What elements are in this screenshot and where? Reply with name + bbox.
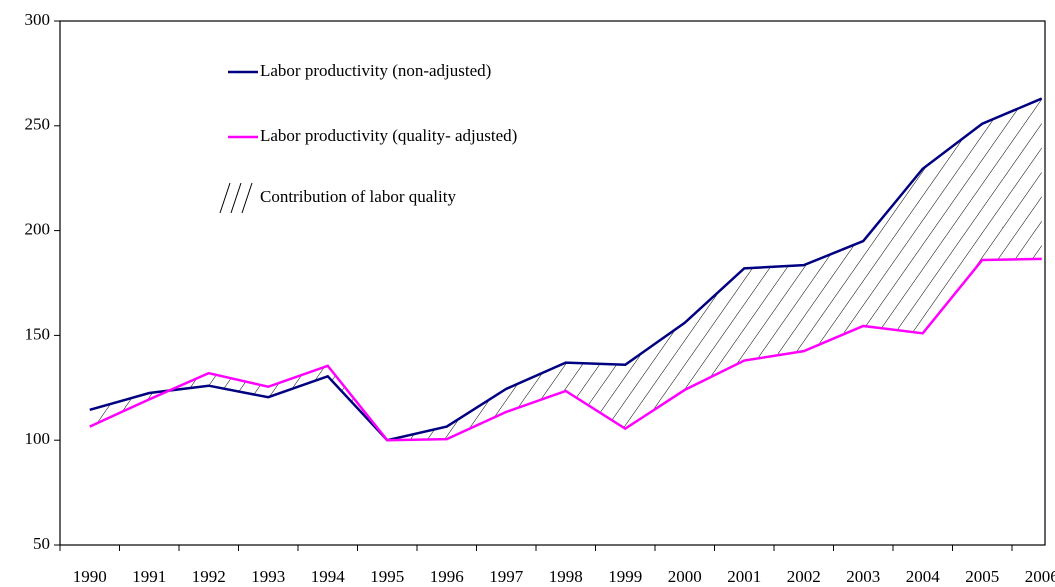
legend-hatch xyxy=(241,182,253,214)
legend-label: Contribution of labor quality xyxy=(260,187,456,206)
x-tick-label: 2002 xyxy=(787,567,821,586)
x-tick-label: 1999 xyxy=(608,567,642,586)
x-tick-label: 1994 xyxy=(311,567,346,586)
x-tick-label: 1997 xyxy=(489,567,524,586)
x-tick-label: 2000 xyxy=(668,567,702,586)
x-tick-label: 2006 xyxy=(1025,567,1055,586)
x-tick-label: 2005 xyxy=(965,567,999,586)
legend-hatch xyxy=(219,182,231,214)
legend-label: Labor productivity (non-adjusted) xyxy=(260,61,491,80)
line xyxy=(89,257,1042,442)
x-tick-label: 1995 xyxy=(370,567,404,586)
line xyxy=(89,97,1043,442)
x-tick-label: 1993 xyxy=(251,567,285,586)
legend-hatch xyxy=(230,182,242,214)
x-tick-label: 2001 xyxy=(727,567,761,586)
x-tick-label: 2003 xyxy=(846,567,880,586)
x-tick-label: 1992 xyxy=(192,567,226,586)
contribution-area xyxy=(89,98,1042,441)
x-tick-label: 1996 xyxy=(430,567,464,586)
y-tick-label: 50 xyxy=(33,534,50,553)
x-tick-label: 2004 xyxy=(906,567,941,586)
y-tick-label: 250 xyxy=(25,115,51,134)
x-tick-label: 1990 xyxy=(73,567,107,586)
y-tick-label: 200 xyxy=(25,220,51,239)
y-tick-label: 100 xyxy=(25,429,51,448)
y-tick-label: 150 xyxy=(25,324,51,343)
y-tick-label: 300 xyxy=(25,10,51,29)
x-tick-label: 1998 xyxy=(549,567,583,586)
x-tick-label: 1991 xyxy=(132,567,166,586)
plot-frame xyxy=(59,20,1046,546)
legend-label: Labor productivity (quality- adjusted) xyxy=(260,126,517,145)
